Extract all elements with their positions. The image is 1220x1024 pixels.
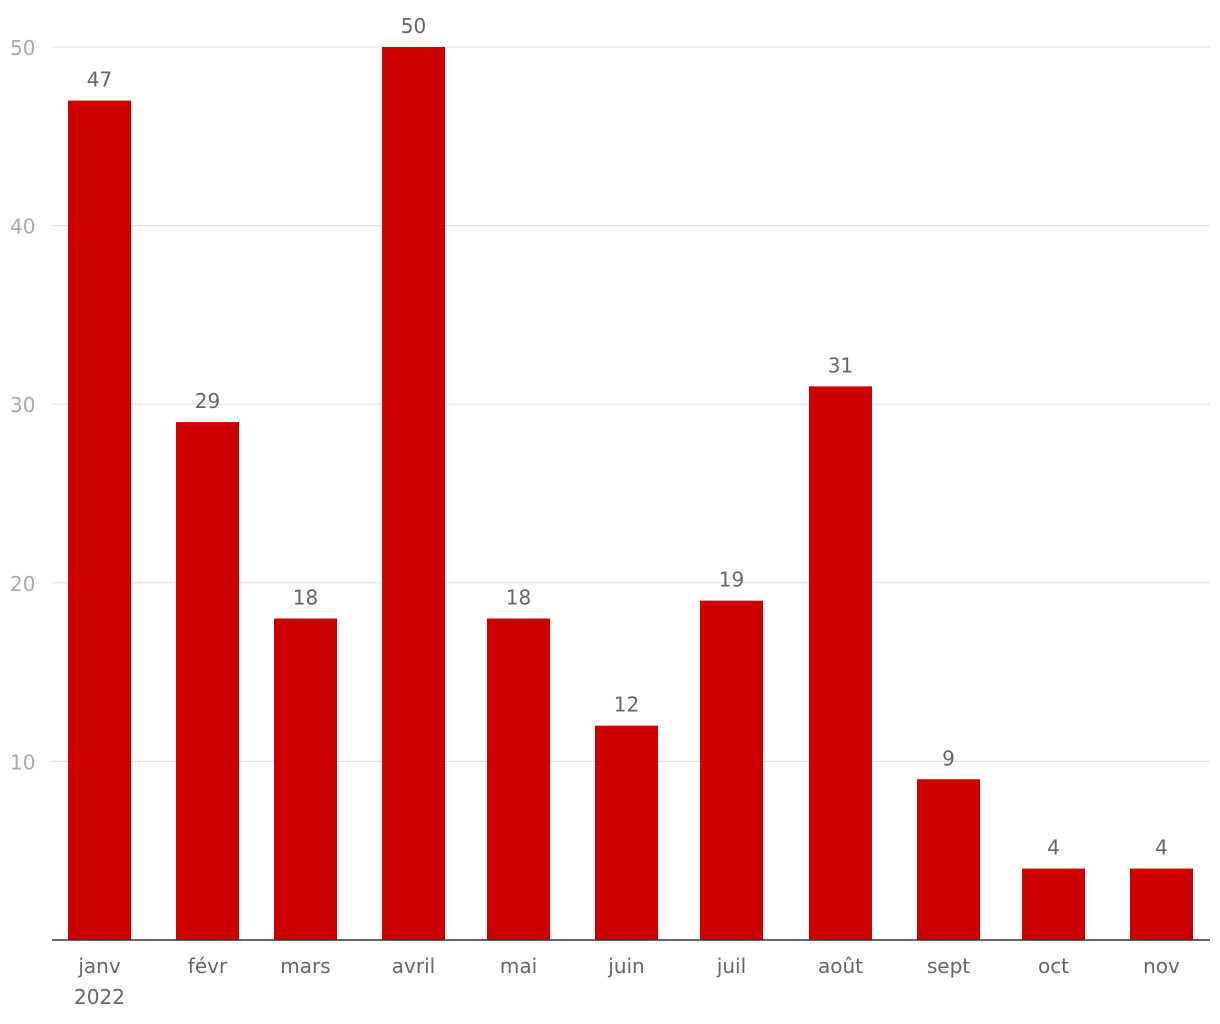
x-tick-label: avril — [392, 954, 435, 978]
bar-févr — [176, 422, 239, 940]
data-label: 50 — [401, 14, 426, 38]
bar-janv — [68, 100, 131, 940]
data-label: 4 — [1155, 836, 1168, 860]
bar-mai — [487, 618, 550, 940]
data-label: 31 — [828, 353, 853, 377]
bar-mars — [274, 618, 337, 940]
x-tick-label: sept — [927, 954, 970, 978]
bar-oct — [1022, 868, 1085, 940]
data-label: 18 — [293, 586, 318, 610]
x-tick-label: mars — [280, 954, 330, 978]
y-tick-label: 50 — [10, 36, 35, 60]
bar-juil — [700, 600, 763, 940]
data-label: 29 — [195, 389, 220, 413]
bar-août — [809, 386, 872, 941]
x-tick-label: mai — [500, 954, 537, 978]
x-tick-label: janv — [77, 954, 120, 978]
bar-avril — [382, 47, 445, 940]
data-label: 4 — [1047, 836, 1060, 860]
bar-nov — [1130, 868, 1193, 940]
y-tick-label: 20 — [10, 572, 35, 596]
bars — [68, 47, 1193, 941]
data-label: 19 — [719, 568, 744, 592]
gridlines — [52, 46, 1210, 763]
data-label: 18 — [506, 586, 531, 610]
x-tick-label: oct — [1038, 954, 1069, 978]
x-tick-label: juin — [607, 954, 644, 978]
y-axis-ticks: 10 20 30 40 50 — [10, 36, 35, 774]
data-label: 47 — [87, 68, 112, 92]
y-tick-label: 30 — [10, 393, 35, 417]
y-tick-label: 40 — [10, 215, 35, 239]
x-tick-label: juil — [716, 954, 746, 978]
x-axis-ticks: janv févr mars avril mai juin juil août sept oct n… — [77, 954, 1180, 978]
data-label: 12 — [614, 693, 639, 717]
x-tick-label: févr — [188, 954, 228, 978]
bar-sept — [917, 779, 980, 940]
x-year-label: 2022 — [74, 985, 125, 1009]
bar-juin — [595, 725, 658, 940]
y-tick-label: 10 — [10, 750, 35, 774]
data-labels: 47 29 18 50 18 12 19 31 9 4 4 — [87, 14, 1168, 860]
x-tick-label: août — [818, 954, 863, 978]
x-tick-label: nov — [1143, 954, 1180, 978]
data-label: 9 — [942, 746, 955, 770]
